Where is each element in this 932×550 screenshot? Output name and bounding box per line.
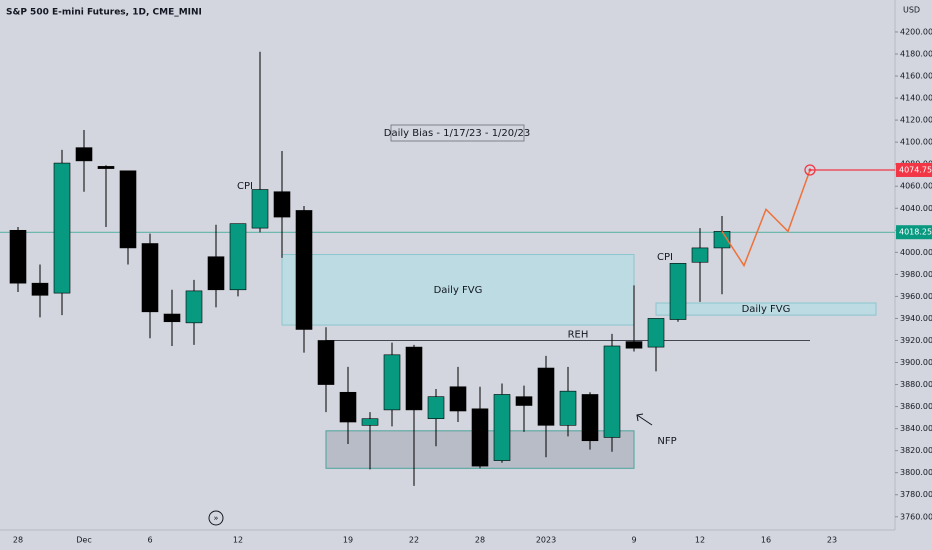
zone (281, 254, 635, 326)
candle-body (185, 290, 203, 324)
x-tick-label: 2023 (536, 536, 556, 545)
x-tick-label: Dec (76, 536, 91, 545)
x-tick-label: 19 (343, 536, 353, 545)
candle-body (537, 367, 555, 426)
zone (655, 302, 877, 316)
y-tick-label: 4100.00 (900, 138, 932, 147)
price-label: 4074.75 (899, 165, 932, 174)
scroll-button[interactable] (208, 510, 224, 526)
y-tick-label: 4040.00 (900, 204, 932, 213)
y-tick-label: 4180.00 (900, 49, 932, 58)
y-tick-label: 3820.00 (900, 446, 932, 455)
candle-body (581, 394, 599, 442)
nfp-arrowhead (636, 413, 644, 422)
annotation: CPI (657, 252, 673, 263)
scroll-icon[interactable]: » (214, 514, 219, 523)
zone-label: Daily FVG (742, 304, 791, 315)
annotation: NFP (657, 436, 676, 447)
price-label: 4018.25 (899, 228, 932, 237)
candle-body (383, 354, 401, 411)
candle-body (603, 345, 621, 438)
candle-body (75, 147, 93, 162)
candle-body (339, 391, 357, 423)
y-tick-label: 3840.00 (900, 424, 932, 433)
y-tick-label: 3920.00 (900, 336, 932, 345)
x-tick-label: 22 (409, 536, 419, 545)
x-tick-label: 23 (827, 536, 837, 545)
y-tick-label: 4060.00 (900, 182, 932, 191)
candle-body (273, 191, 291, 218)
y-tick-label: 3900.00 (900, 358, 932, 367)
projection-line (721, 169, 811, 268)
y-tick-label: 3960.00 (900, 292, 932, 301)
zone-label: Daily FVG (434, 285, 483, 296)
candle-body (691, 247, 709, 263)
y-tick-label: 4000.00 (900, 248, 932, 257)
candle-body (647, 318, 665, 348)
annotation: CPI (237, 181, 253, 192)
candle-body (515, 396, 533, 406)
y-tick-label: 3800.00 (900, 468, 932, 477)
candle-body (97, 166, 115, 169)
price-label-box (896, 162, 932, 177)
candle-body (361, 418, 379, 426)
price-label-box (896, 225, 932, 240)
candle-body (9, 229, 27, 284)
candle-body (317, 340, 335, 385)
candle-body (669, 263, 687, 320)
x-tick-label: 16 (761, 536, 771, 545)
candle-body (251, 189, 269, 229)
x-tick-label: 6 (147, 536, 152, 545)
target-dot (808, 168, 812, 172)
target-marker (804, 164, 816, 176)
candle-body (31, 282, 49, 296)
x-tick-label: 9 (631, 536, 636, 545)
candle-body (405, 346, 423, 411)
x-tick-label: 28 (13, 536, 23, 545)
candle-body (625, 341, 643, 349)
level-label: REH (568, 329, 589, 340)
candle-body (427, 396, 445, 420)
chart-title: S&P 500 E-mini Futures, 1D, CME_MINI (6, 8, 202, 18)
y-tick-label: 3860.00 (900, 402, 932, 411)
y-tick-label: 4200.00 (900, 27, 932, 36)
annotation-box (390, 124, 525, 142)
currency-label: USD (903, 6, 920, 15)
y-tick-label: 3940.00 (900, 314, 932, 323)
candle-body (207, 256, 225, 291)
candle-body (53, 162, 71, 294)
x-tick-label: 28 (475, 536, 485, 545)
y-tick-label: 3980.00 (900, 270, 932, 279)
candle-body (229, 223, 247, 291)
candle-body (493, 394, 511, 461)
y-tick-label: 4120.00 (900, 116, 932, 125)
candle-body (471, 408, 489, 467)
candle-body (449, 386, 467, 412)
candle-body (295, 210, 313, 330)
x-tick-label: 12 (233, 536, 243, 545)
nfp-arrow (636, 414, 653, 426)
y-tick-label: 3780.00 (900, 490, 932, 499)
x-tick-label: 12 (695, 536, 705, 545)
candle-body (141, 243, 159, 313)
y-tick-label: 4160.00 (900, 72, 932, 81)
candle-body (119, 170, 137, 249)
candle-body (559, 390, 577, 426)
annotation: Daily Bias - 1/17/23 - 1/20/23 (384, 128, 531, 139)
y-tick-label: 3760.00 (900, 512, 932, 521)
candle-body (163, 313, 181, 323)
y-tick-label: 4140.00 (900, 94, 932, 103)
y-tick-label: 3880.00 (900, 380, 932, 389)
